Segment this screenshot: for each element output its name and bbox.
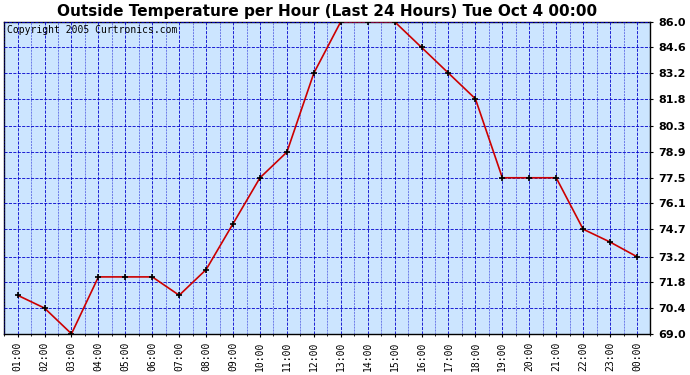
Text: Copyright 2005 Curtronics.com: Copyright 2005 Curtronics.com [8,25,178,35]
Title: Outside Temperature per Hour (Last 24 Hours) Tue Oct 4 00:00: Outside Temperature per Hour (Last 24 Ho… [57,4,598,19]
